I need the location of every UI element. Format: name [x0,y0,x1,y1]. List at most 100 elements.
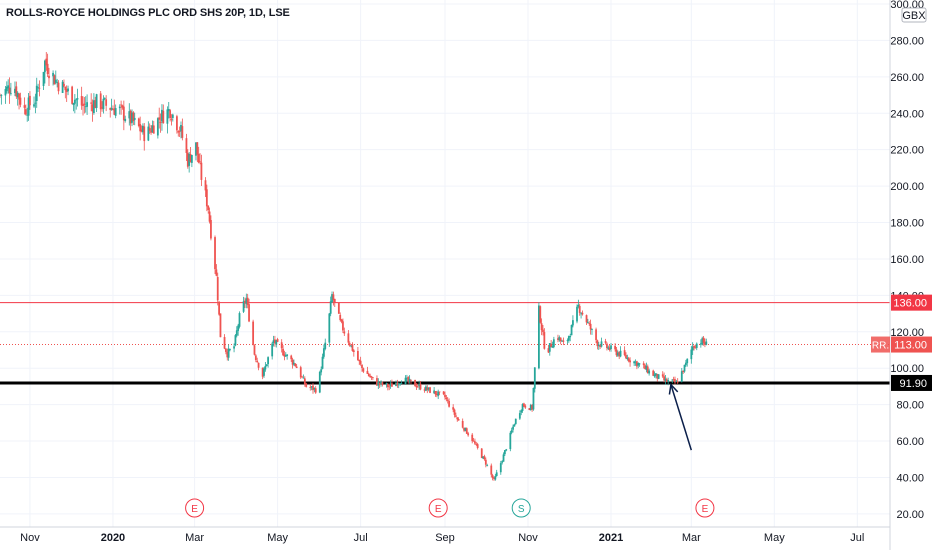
split-event-marker[interactable]: S [511,498,531,518]
candle [294,363,297,367]
candle [558,335,561,342]
candle [400,380,403,384]
candle [461,418,464,429]
arrow-annotation[interactable] [668,382,693,451]
candle [321,353,324,370]
candle [166,106,169,134]
candle [189,147,192,163]
level-price-label: 136.00 [893,298,927,310]
candle [147,121,150,142]
candle [476,442,479,450]
candle [291,357,294,369]
candle [474,438,476,445]
x-tick-label: Nov [20,532,40,544]
candle [128,103,131,126]
candle [493,476,495,481]
candle [619,346,622,358]
candle [491,473,494,481]
candle [141,123,144,135]
candle [102,95,105,114]
candle [672,376,675,382]
candle [275,339,278,348]
candle [171,113,174,122]
candle [121,104,124,110]
horizontal-levels[interactable] [0,302,890,385]
candle [589,319,592,335]
candle [524,404,527,409]
candle [551,341,554,348]
candle [596,339,599,350]
arrow-shaft[interactable] [670,384,693,451]
candle [561,339,563,342]
event-label: E [191,504,198,515]
candle [252,319,255,346]
candle [118,104,121,115]
candle [378,382,381,388]
candle [350,345,353,348]
candle [664,375,667,385]
candle [205,184,208,212]
x-tick-label: May [267,532,288,544]
time-axis[interactable]: Nov 2020 Mar May Jul Sep Nov 2021 Mar May Jul [20,532,864,544]
candle [548,343,551,356]
candle [359,356,362,366]
candle [482,456,485,460]
last-price-tag: RR. 113.00 [871,336,932,353]
candle [494,473,497,481]
candle [529,403,532,411]
currency-badge-box [901,7,927,23]
candle [426,385,429,394]
candle [309,383,312,391]
candle [599,344,602,350]
candle [674,376,676,385]
candle [215,264,218,277]
candle [339,312,342,322]
candle [56,78,59,88]
candle [410,379,412,385]
candle [283,350,286,361]
candle [44,59,46,84]
candle [694,344,697,349]
candle [452,404,455,413]
candle [521,403,524,413]
candle [8,77,11,104]
candle [444,391,446,400]
price-axis[interactable]: 20.0040.0060.0080.00100.00120.00140.0016… [890,0,924,521]
candle [23,97,26,115]
candle [46,53,49,77]
candle [502,452,505,462]
candle [280,339,283,353]
candle [701,336,704,346]
candle [352,349,355,357]
candle [606,342,608,351]
candle [178,126,181,137]
candle [45,51,48,71]
chart-title: ROLLS-ROYCE HOLDINGS PLC ORD SHS 20P, 1D… [6,7,290,19]
candle [248,298,250,323]
grid [0,0,890,527]
candle [686,358,689,367]
candle [276,337,279,343]
candle [423,387,426,393]
candle [559,337,562,345]
earnings-event-marker[interactable]: E [185,498,205,518]
candle [140,125,143,133]
earnings-event-marker[interactable]: E [695,498,715,518]
candle [608,344,611,352]
earnings-event-marker[interactable]: E [428,498,448,518]
candle [190,154,193,168]
candle [233,343,235,353]
candle [486,463,489,467]
candle [429,386,431,394]
candle [261,367,264,380]
candle [103,97,106,101]
y-tick-label: 240.00 [890,108,924,120]
candle [456,416,459,422]
candle [499,460,502,475]
candle [453,408,456,418]
candle [480,448,483,459]
candle [143,123,146,151]
candle [389,380,392,389]
